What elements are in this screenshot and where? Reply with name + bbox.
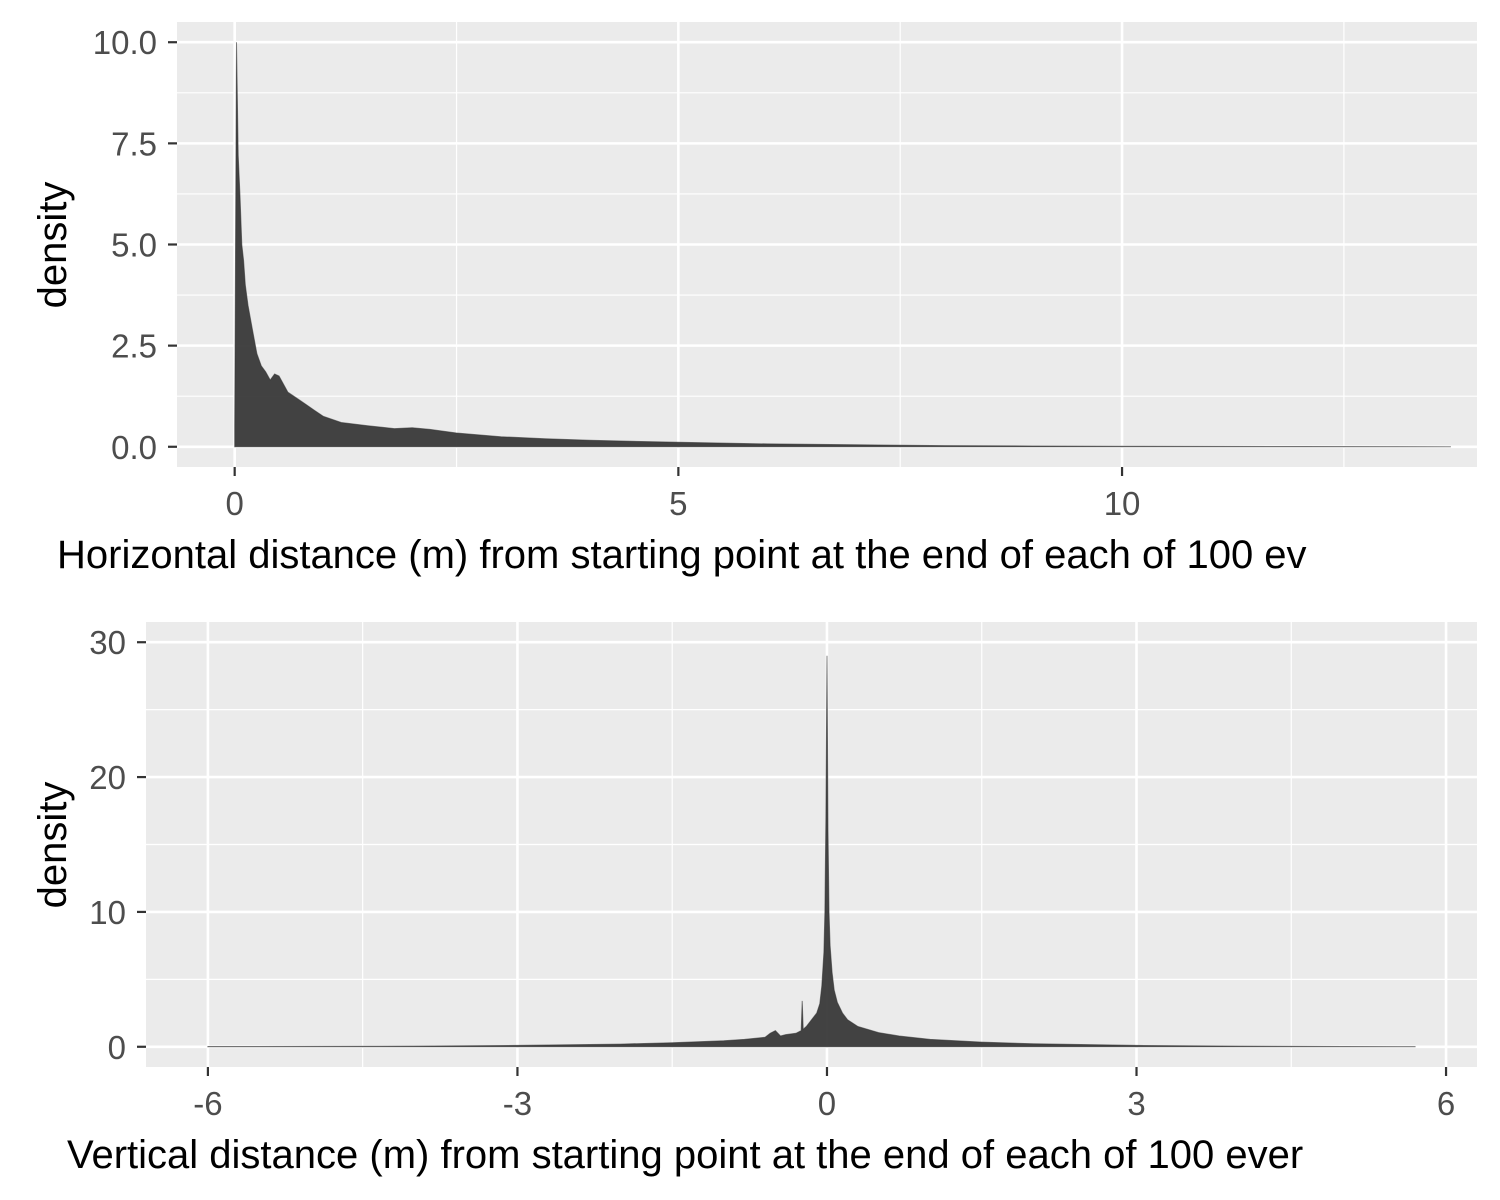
x-tick-label: 0 xyxy=(225,485,243,522)
y-axis: 0.0 2.5 5.0 7.5 10.0 xyxy=(93,24,177,466)
y-tick-label: 10.0 xyxy=(93,24,157,61)
x-tick-label: 0 xyxy=(818,1085,836,1122)
x-axis-title: Horizontal distance (m) from starting po… xyxy=(57,533,1307,577)
y-tick-label: 10 xyxy=(89,894,126,931)
density-area xyxy=(207,655,1416,1048)
minor-gridlines xyxy=(146,622,1477,1067)
y-axis-title: density xyxy=(31,182,75,309)
horizontal-distance-chart: 0.0 2.5 5.0 7.5 10.0 0 5 10 density Horizontal… xyxy=(31,22,1477,577)
y-tick-label: 7.5 xyxy=(111,125,157,162)
density-area-group xyxy=(234,42,1451,448)
y-tick-label: 5.0 xyxy=(111,227,157,264)
y-axis-title: density xyxy=(31,782,75,909)
y-tick-label: 30 xyxy=(89,624,126,661)
y-tick-label: 0 xyxy=(108,1029,126,1066)
x-tick-label: 6 xyxy=(1437,1085,1455,1122)
x-tick-label: 5 xyxy=(669,485,687,522)
y-axis: 0 10 20 30 xyxy=(89,624,146,1066)
vertical-distance-chart: 0 10 20 30 -6 -3 0 3 6 density Vertical distanc… xyxy=(31,622,1477,1177)
x-tick-label: 10 xyxy=(1104,485,1141,522)
x-tick-label: -3 xyxy=(503,1085,532,1122)
y-tick-label: 20 xyxy=(89,759,126,796)
x-tick-label: 3 xyxy=(1127,1085,1145,1122)
x-tick-label: -6 xyxy=(193,1085,222,1122)
y-tick-label: 2.5 xyxy=(111,328,157,365)
density-area-group xyxy=(207,655,1416,1048)
density-area xyxy=(234,42,1451,448)
x-axis: 0 5 10 xyxy=(225,467,1140,522)
x-axis: -6 -3 0 3 6 xyxy=(193,1067,1455,1122)
y-tick-label: 0.0 xyxy=(111,429,157,466)
x-axis-title: Vertical distance (m) from starting poin… xyxy=(67,1133,1303,1177)
